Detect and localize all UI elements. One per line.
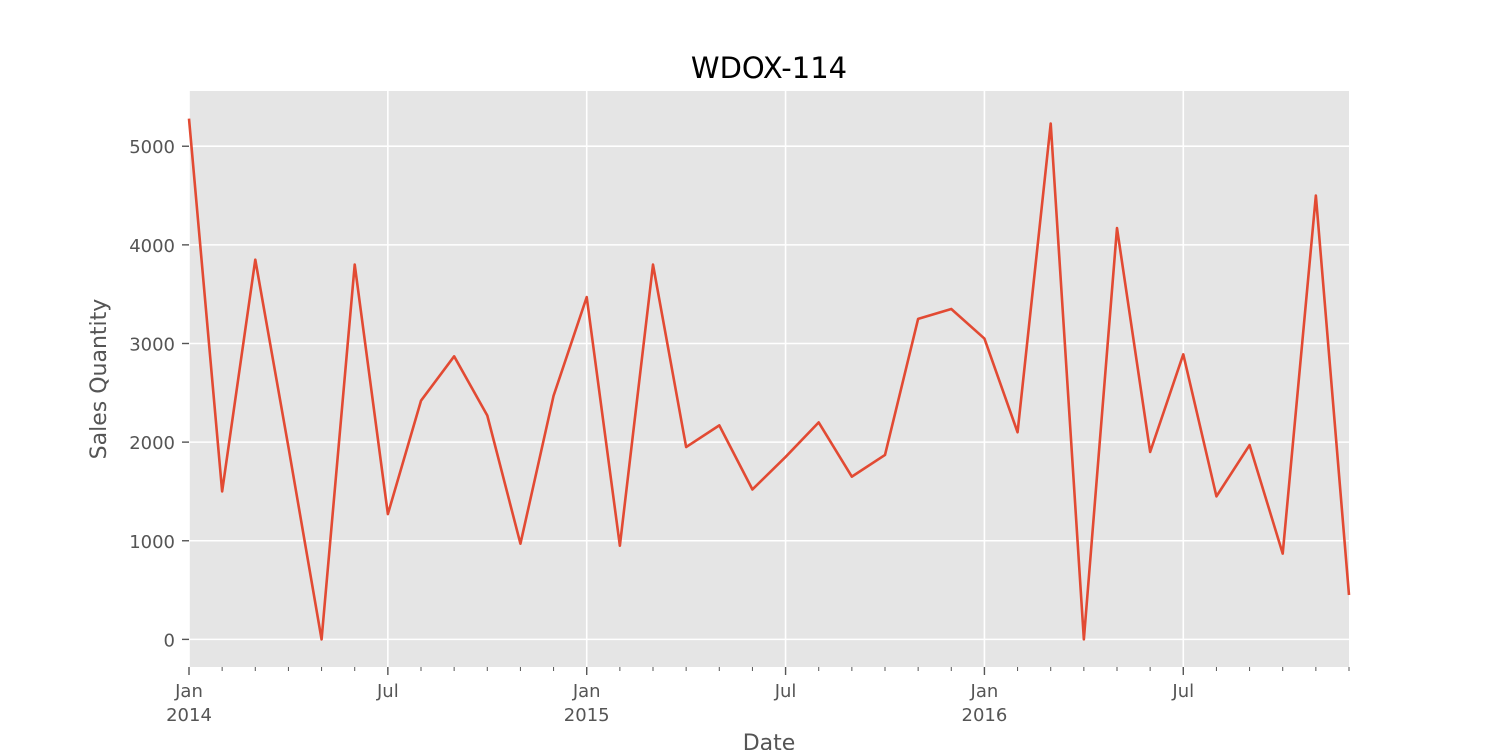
y-tick-label: 4000 (129, 236, 175, 257)
plot-background (189, 91, 1349, 667)
y-tick-label: 1000 (129, 532, 175, 553)
series-line (187, 118, 1351, 641)
x-tick-label: Jul (774, 681, 797, 702)
y-axis-label: Sales Quantity (87, 299, 112, 460)
x-tick-label: Jan (970, 681, 999, 702)
x-tick-year-label: 2014 (166, 705, 212, 726)
y-tick-label: 3000 (129, 334, 175, 355)
x-tick-label: Jul (376, 681, 399, 702)
axis-ticks: 0 1000 2000 3000 4000 5000 Jan 2014 Jul Jan 2015 Ju… (129, 137, 1350, 726)
series-layer (187, 118, 1351, 641)
x-tick-year-label: 2015 (564, 705, 610, 726)
x-axis-label: Date (743, 731, 796, 750)
x-tick-label: Jul (1171, 681, 1194, 702)
x-tick-label: Jan (572, 681, 601, 702)
y-tick-label: 5000 (129, 137, 175, 158)
chart-title: WDOX-114 (691, 51, 847, 85)
y-tick-label: 0 (164, 630, 175, 651)
x-tick-year-label: 2016 (962, 705, 1008, 726)
y-tick-label: 2000 (129, 433, 175, 454)
grid-lines (188, 91, 1349, 667)
x-tick-label: Jan (174, 681, 203, 702)
